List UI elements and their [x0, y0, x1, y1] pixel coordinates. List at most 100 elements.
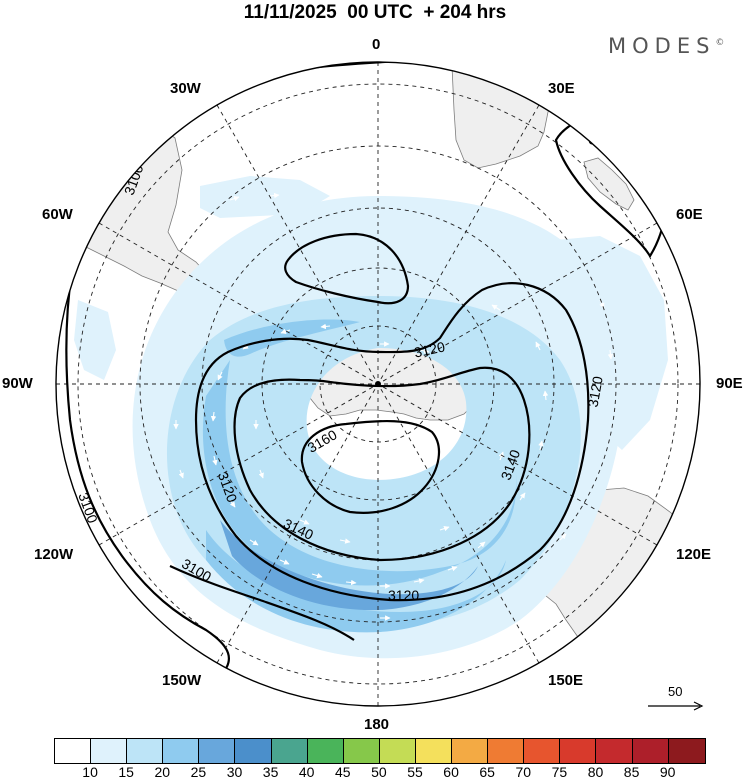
contour-3100-south [169, 565, 355, 641]
colorbar-tick-label: 40 [298, 764, 315, 780]
vector [249, 539, 259, 546]
colorbar-swatch [596, 739, 633, 763]
shade-10-15-north [200, 176, 330, 218]
reference-vector-arrow [648, 701, 704, 711]
vector [210, 411, 217, 422]
latitude-circle [77, 83, 679, 685]
contour-3120 [194, 282, 590, 602]
vector [299, 519, 310, 525]
vector [229, 195, 240, 202]
colorbar-tick-label: 70 [515, 764, 532, 780]
vector [413, 578, 425, 584]
reference-vector-label: 50 [668, 684, 683, 699]
colorbar-tick-label: 80 [587, 764, 604, 780]
map-boundary [55, 61, 701, 707]
colorbar-swatch [343, 739, 380, 763]
lon-label-30e: 30E [548, 80, 575, 97]
colorbar-swatch [524, 739, 561, 763]
vector [311, 572, 323, 579]
vector [538, 440, 544, 451]
colorbar-swatch [55, 739, 92, 763]
colorbar-tick-label: 65 [479, 764, 495, 780]
colorbar-tick-label: 75 [551, 764, 568, 780]
colorbar-tick-label: 15 [118, 764, 134, 780]
shade-25-30 [220, 520, 478, 611]
vector [212, 455, 218, 466]
vector [477, 541, 486, 549]
lon-label-180: 180 [364, 716, 390, 733]
colorbar-tick-label: 25 [190, 764, 207, 780]
vector [269, 192, 280, 199]
colorbar-tick-label: 45 [335, 764, 351, 780]
colorbar-swatch [379, 739, 416, 763]
vector [229, 499, 236, 508]
lon-label-90w: 90W [2, 375, 33, 392]
colorbar-tick-label: 35 [262, 764, 279, 780]
shade-10-15-east [556, 236, 668, 450]
map-title: 11/11/2025 00 UTC + 204 hrs [243, 2, 507, 23]
vector [519, 492, 526, 501]
colorbar-tick-label: 90 [659, 764, 676, 780]
wind-vectors [173, 192, 614, 621]
contour-3120-north [284, 232, 410, 305]
vector [279, 559, 290, 565]
contour-label: 3120 [413, 338, 447, 360]
lon-label-30w: 30W [170, 80, 201, 97]
vector [419, 348, 430, 354]
colorbar-swatch [127, 739, 164, 763]
colorbar-swatch [271, 739, 308, 763]
vector [491, 304, 501, 311]
land-madagascar [583, 157, 635, 211]
lon-label-120e: 120E [676, 546, 712, 563]
colorbar-tick-label: 55 [407, 764, 423, 780]
shade-10-15-west [74, 300, 116, 380]
latitude-circle [261, 267, 495, 501]
lon-label-60w: 60W [42, 206, 73, 223]
lon-label-0: 0 [372, 36, 381, 53]
contour-label: 3120 [388, 587, 419, 603]
colorbar-tick-label: 85 [623, 764, 640, 780]
contour-3140 [233, 366, 531, 562]
contour-3160 [300, 419, 440, 514]
colorbar-swatch [632, 739, 669, 763]
colorbar-swatch [307, 739, 344, 763]
vector [447, 565, 458, 572]
colorbar [54, 738, 706, 764]
colorbar-ticks: 10 15 20 25 30 35 40 45 50 55 60 65 70 75 80 85 90 [54, 764, 704, 782]
lon-label-150e: 150E [548, 672, 584, 689]
vector [498, 451, 504, 461]
colorbar-tick-label: 20 [154, 764, 171, 780]
lon-label-90e: 90E [716, 375, 743, 392]
colorbar-tick-label: 30 [226, 764, 243, 780]
vector [217, 371, 223, 381]
colorbar-swatch [91, 739, 128, 763]
vector [339, 538, 351, 544]
vector [542, 390, 549, 401]
contour-3100-east [554, 111, 668, 259]
vector [345, 579, 357, 586]
colorbar-tick-label: 50 [371, 764, 387, 780]
colorbar-swatch [199, 739, 236, 763]
lon-label-120w: 120W [34, 546, 74, 563]
colorbar-swatch [668, 739, 705, 763]
colorbar-swatch [488, 739, 525, 763]
colorbar-tick-label: 60 [443, 764, 459, 780]
colorbar-swatch [452, 739, 489, 763]
copyright-mark: © [715, 38, 725, 48]
vector [439, 525, 450, 532]
vector [258, 469, 264, 479]
vector [607, 349, 614, 360]
colorbar-swatch [235, 739, 272, 763]
south-pole-dot [375, 381, 381, 387]
vector [320, 323, 331, 330]
vector [535, 341, 541, 351]
vector [280, 328, 291, 335]
lon-label-150w: 150W [162, 672, 202, 689]
colorbar-swatch [163, 739, 200, 763]
lon-label-60e: 60E [676, 206, 703, 223]
reference-vector: 50 [646, 684, 706, 714]
contour-label: 3120 [585, 375, 606, 409]
geopotential-contours [65, 62, 668, 677]
vector [559, 533, 567, 541]
